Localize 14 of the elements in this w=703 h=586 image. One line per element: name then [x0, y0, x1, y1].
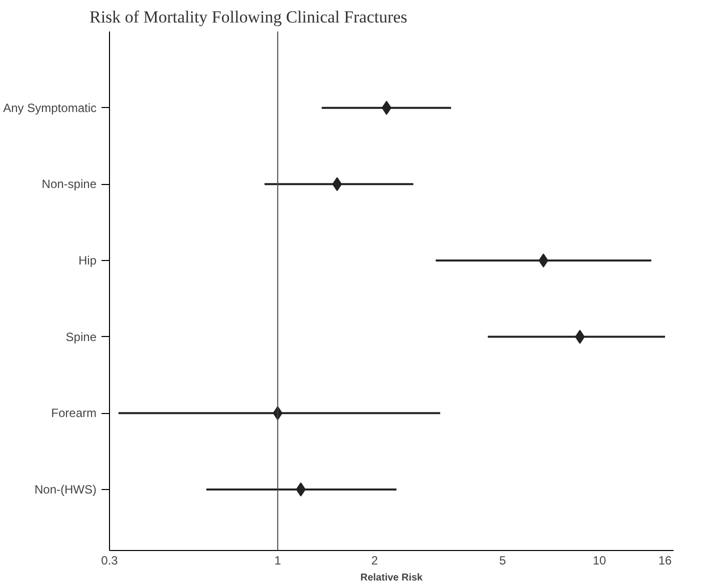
x-tick-label: 16: [658, 554, 672, 568]
chart-title: Risk of Mortality Following Clinical Fractures: [90, 8, 408, 26]
x-axis-title: Relative Risk: [360, 572, 424, 584]
y-tick-label: Any Symptomatic: [3, 100, 97, 115]
x-tick-label: 10: [592, 554, 606, 568]
x-tick-label: 0.3: [101, 554, 118, 568]
y-tick-label: Hip: [78, 253, 97, 268]
y-tick-label: Non-(HWS): [34, 482, 97, 496]
y-tick-label: Non-spine: [42, 177, 97, 192]
x-tick-label: 2: [371, 554, 378, 568]
x-tick-label: 1: [274, 554, 282, 568]
y-tick-label: Forearm: [51, 406, 97, 420]
y-tick-label: Spine: [66, 330, 97, 344]
x-tick-label: 5: [499, 554, 506, 568]
